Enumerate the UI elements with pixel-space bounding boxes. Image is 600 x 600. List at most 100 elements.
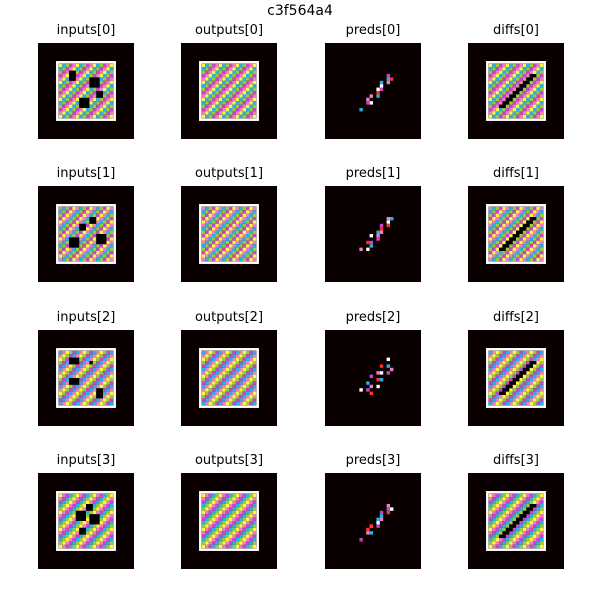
- masked-block: [86, 504, 93, 511]
- pred-pixel: [376, 237, 380, 241]
- pred-pixel: [386, 371, 390, 375]
- pred-pixel: [379, 378, 384, 382]
- diff-pixel: [519, 371, 527, 375]
- pred-pixel: [376, 87, 380, 91]
- inputs-panel: [38, 186, 134, 282]
- diffs-panel: [468, 473, 564, 569]
- pred-pixel: [390, 507, 394, 511]
- pred-pixel: [376, 91, 380, 95]
- diffs-panel: [468, 186, 564, 282]
- outputs-image: [199, 491, 259, 551]
- diff-pixel: [516, 517, 523, 521]
- masked-block: [79, 97, 90, 108]
- grid-border: [56, 61, 116, 121]
- pred-pixel: [369, 244, 373, 248]
- pred-pixel: [379, 227, 384, 231]
- diff-pixel: [502, 531, 510, 535]
- masked-block: [96, 388, 103, 399]
- pred-pixel: [379, 371, 384, 375]
- diff-pixel: [505, 527, 513, 532]
- diff-pixel: [512, 521, 520, 525]
- pred-pixel: [369, 374, 373, 378]
- masked-block: [69, 70, 76, 81]
- diff-pixel: [502, 388, 510, 392]
- outputs-label: outputs[1]: [194, 166, 264, 181]
- pred-pixel: [386, 504, 390, 508]
- pred-pixel: [386, 507, 390, 511]
- inputs-panel: [38, 330, 134, 426]
- inputs-label: inputs[1]: [56, 166, 116, 181]
- pred-pixel: [379, 510, 384, 515]
- pred-pixel: [379, 230, 384, 234]
- diffs-image: [486, 204, 546, 264]
- diff-pixel: [522, 223, 530, 228]
- pred-pixel: [379, 514, 384, 518]
- pred-pixel: [379, 223, 384, 228]
- diff-pixel: [516, 87, 523, 91]
- diffs-label: diffs[3]: [492, 453, 539, 468]
- diff-pixel: [522, 80, 530, 85]
- diff-pixel: [499, 391, 506, 395]
- masked-block: [69, 237, 80, 248]
- diff-pixel: [509, 524, 516, 528]
- outputs-label: outputs[0]: [194, 23, 264, 38]
- pred-pixel: [366, 101, 370, 105]
- grid-border: [199, 491, 259, 551]
- diff-pixel: [499, 247, 506, 251]
- diff-pixel: [529, 217, 537, 221]
- preds-image: [359, 217, 394, 251]
- pred-pixel: [386, 77, 390, 81]
- pred-pixel: [369, 531, 373, 535]
- grid-border: [486, 61, 546, 121]
- pred-pixel: [379, 364, 384, 368]
- pred-pixel: [390, 367, 394, 372]
- diffs-panel: [468, 330, 564, 426]
- diff-pixel: [519, 84, 527, 88]
- preds-label: preds[0]: [345, 23, 401, 38]
- diff-pixel: [502, 101, 510, 105]
- diff-pixel: [509, 381, 516, 385]
- pred-pixel: [376, 94, 380, 98]
- pred-pixel: [379, 84, 384, 88]
- pred-pixel: [379, 80, 384, 85]
- pred-pixel: [376, 371, 380, 375]
- pred-pixel: [390, 77, 394, 81]
- pred-pixel: [390, 217, 394, 221]
- masked-block: [75, 510, 86, 521]
- pred-pixel: [369, 384, 373, 389]
- masked-block: [79, 223, 86, 231]
- diffs-label: diffs[0]: [492, 23, 539, 38]
- inputs-image: [56, 491, 116, 551]
- pred-pixel: [376, 384, 380, 389]
- inputs-label: inputs[3]: [56, 453, 116, 468]
- masked-block: [89, 361, 93, 365]
- preds-label: preds[1]: [345, 166, 401, 181]
- pred-pixel: [366, 531, 370, 535]
- diff-pixel: [529, 504, 537, 508]
- pred-pixel: [386, 80, 390, 85]
- diff-pixel: [519, 227, 527, 231]
- diffs-image: [486, 491, 546, 551]
- pred-pixel: [386, 220, 390, 224]
- diff-pixel: [505, 240, 513, 245]
- outputs-label: outputs[2]: [194, 310, 264, 325]
- inputs-image: [56, 204, 116, 264]
- preds-panel: [325, 43, 421, 139]
- pred-pixel: [369, 101, 373, 105]
- grid-border: [486, 348, 546, 408]
- pred-pixel: [366, 240, 370, 245]
- diff-pixel: [512, 378, 520, 382]
- preds-image: [359, 504, 394, 542]
- diff-pixel: [516, 230, 523, 234]
- preds-image: [359, 74, 394, 112]
- pred-pixel: [369, 391, 373, 395]
- diffs-label: diffs[1]: [492, 166, 539, 181]
- pred-pixel: [386, 217, 390, 221]
- diff-pixel: [529, 74, 537, 78]
- inputs-panel: [38, 43, 134, 139]
- masked-block: [96, 234, 107, 245]
- diffs-image: [486, 348, 546, 408]
- pred-pixel: [376, 517, 380, 521]
- grid-border: [199, 61, 259, 121]
- masked-block: [79, 527, 86, 535]
